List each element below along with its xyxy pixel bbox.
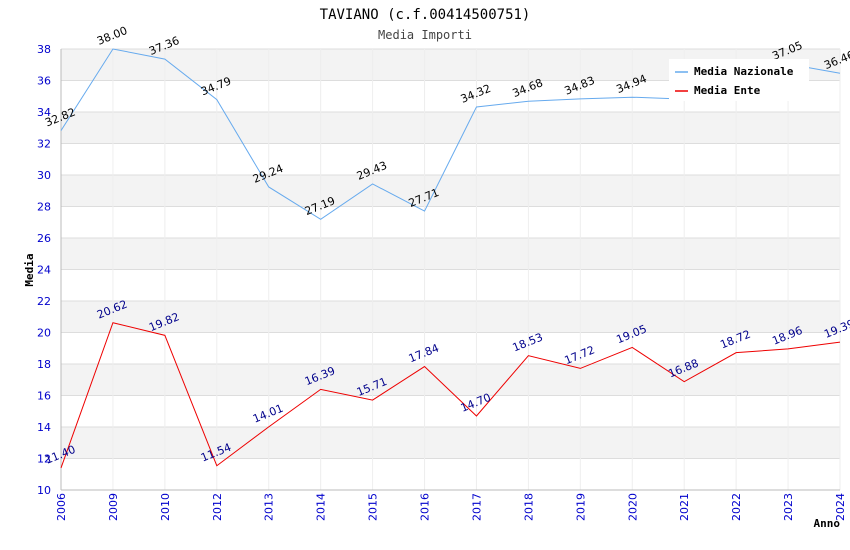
y-axis-label: Media [23,253,36,286]
x-tick-label: 2019 [574,493,587,521]
background-bands [61,49,840,490]
series-line-media-ente [60,322,841,469]
band [61,175,840,207]
y-tick-label: 38 [37,43,51,56]
x-tick-label: 2016 [419,493,432,521]
band [61,427,840,459]
legend-label-media-ente[interactable]: Media Ente [694,84,761,97]
band [61,364,840,396]
y-tick-label: 24 [37,264,51,277]
y-tick-label: 22 [37,295,51,308]
band [61,332,840,364]
x-tick-label: 2017 [470,493,483,521]
legend[interactable]: Media Nazionale Media Ente [669,59,809,101]
x-tick-label: 2020 [626,493,639,521]
y-tick-label: 18 [37,358,51,371]
x-tick-label: 2006 [55,493,68,521]
legend-box [669,59,809,101]
band [61,301,840,333]
band [61,269,840,301]
x-tick-label: 2022 [730,493,743,521]
x-tick-label: 2009 [107,493,120,521]
x-tick-label: 2021 [678,493,691,521]
x-tick-label: 2013 [263,493,276,521]
x-tick-label: 2015 [367,493,380,521]
y-tick-label: 30 [37,169,51,182]
y-axis-ticks: 10 12 14 16 18 20 22 24 26 28 30 32 34 36 38 [37,43,51,497]
gridlines [60,48,841,491]
x-tick-label: 2010 [159,493,172,521]
chart-title: TAVIANO (c.f.00414500751) [320,7,531,23]
y-tick-label: 12 [37,453,51,466]
data-label: 38.00 [95,24,129,48]
legend-label-media-nazionale[interactable]: Media Nazionale [694,65,794,78]
y-tick-label: 14 [37,421,51,434]
band [61,395,840,427]
band [61,458,840,490]
x-tick-label: 2023 [782,493,795,521]
band [61,206,840,238]
y-tick-label: 36 [37,75,51,88]
x-tick-label: 2012 [211,493,224,521]
y-tick-label: 20 [37,327,51,340]
band [61,238,840,270]
x-tick-label: 2014 [315,493,328,521]
x-axis-label: Anno [814,517,841,530]
x-axis-ticks: 2006 2009 2010 2012 2013 2014 2015 2016 2017 2018… [55,493,847,521]
x-tick-label: 2024 [834,493,847,521]
y-tick-label: 16 [37,390,51,403]
band [61,112,840,144]
y-tick-label: 32 [37,138,51,151]
chart-subtitle: Media Importi [378,28,472,42]
x-tick-label: 2018 [522,493,535,521]
y-tick-label: 34 [37,106,51,119]
y-tick-label: 26 [37,232,51,245]
y-tick-label: 10 [37,484,51,497]
y-tick-label: 28 [37,201,51,214]
